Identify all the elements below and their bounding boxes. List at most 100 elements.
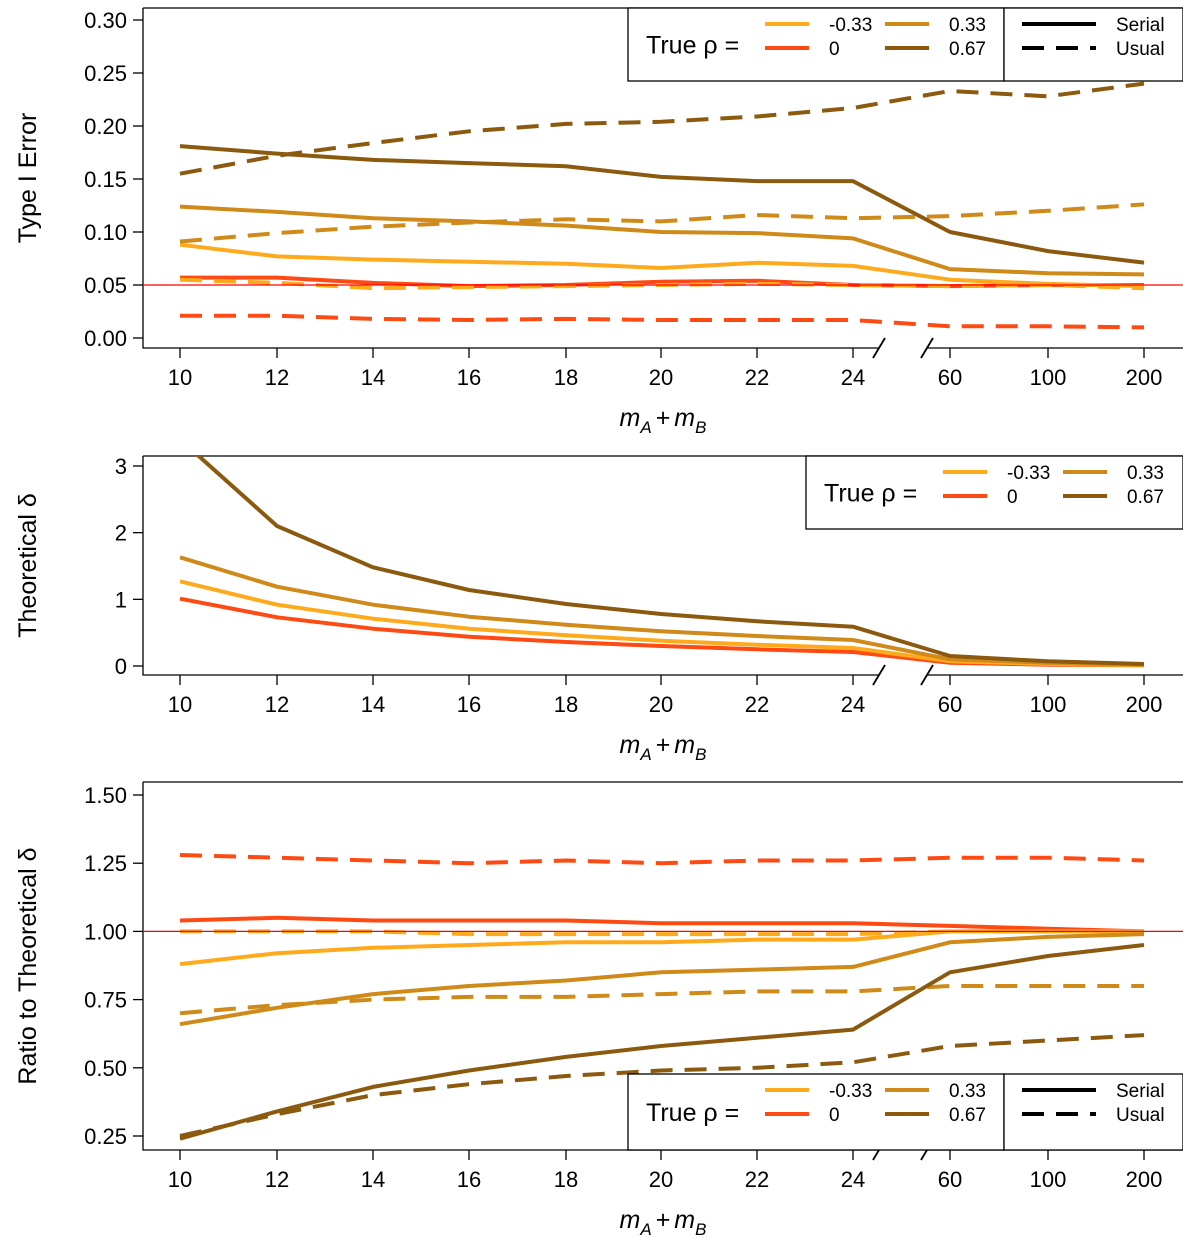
y-tick-label: 1.00 [84, 919, 127, 944]
legend-label: Serial [1116, 1081, 1165, 1102]
series-line-rho-067 [195, 456, 1145, 666]
x-tick-label: 24 [841, 692, 865, 717]
series-line-rho-0-serial [179, 242, 1145, 289]
y-tick-label: 0.50 [84, 1056, 127, 1081]
x-axis-label-base: m [674, 1206, 695, 1234]
series-line-rho-033-serial [179, 204, 1145, 277]
y-tick-label: 0 [115, 654, 127, 679]
axis-break-mark [920, 337, 934, 359]
x-tick-label: 10 [168, 692, 192, 717]
y-axis-label: Ratio to Theoretical δ [14, 847, 42, 1084]
x-tick-label: 60 [938, 1167, 962, 1192]
legend-label: Usual [1116, 1105, 1165, 1126]
y-tick-label: 0.10 [84, 220, 127, 245]
legend-label: 0.33 [1127, 463, 1164, 484]
x-tick-label: 100 [1030, 365, 1067, 390]
x-tick-label: 20 [649, 365, 673, 390]
x-tick-label: 24 [841, 365, 865, 390]
x-tick-label: 20 [649, 1167, 673, 1192]
legend-box [1003, 7, 1183, 82]
x-axis-label-base: m [620, 731, 641, 759]
y-tick-label: 0.30 [84, 8, 127, 33]
x-tick-label: 18 [554, 692, 578, 717]
x-tick-label: 10 [168, 1167, 192, 1192]
y-tick-label: 3 [115, 454, 127, 479]
x-axis-label-sub: B [695, 418, 706, 437]
legend-label: -0.33 [1007, 463, 1050, 484]
legend-label: 0.33 [949, 1081, 986, 1102]
x-tick-label: 200 [1126, 692, 1163, 717]
y-tick-label: 0.75 [84, 988, 127, 1013]
x-axis-label-sub: A [639, 418, 651, 437]
x-tick-label: 60 [938, 365, 962, 390]
legend-box [627, 1073, 1005, 1151]
x-tick-label: 22 [745, 1167, 769, 1192]
legend-box [805, 455, 1183, 530]
x-axis-label-base: m [620, 1206, 641, 1234]
y-tick-label: 1.50 [84, 783, 127, 808]
x-axis-label-base: m [674, 404, 695, 432]
legend-title: True ρ = [646, 32, 739, 60]
x-axis-label-operator: + [656, 731, 671, 759]
series-line-rho-033-usual [179, 202, 1145, 244]
legend-label: Usual [1116, 39, 1165, 60]
axis-break-mark [872, 664, 886, 686]
x-tick-label: 16 [457, 1167, 481, 1192]
x-tick-label: 14 [361, 1167, 385, 1192]
legend-rho: True ρ = -0.33 0 0.33 0.67 [627, 1073, 1005, 1151]
x-tick-label: 16 [457, 365, 481, 390]
y-tick-label: 1 [115, 587, 127, 612]
series-line-rho-033 [179, 555, 1145, 667]
x-tick-label: 22 [745, 365, 769, 390]
x-tick-label: 12 [265, 692, 289, 717]
x-axis-label: mA + mB [620, 731, 707, 764]
series-line-rho-033-serial [179, 932, 1145, 1027]
axis-break-mark [920, 664, 934, 686]
series-line-rho-neg033-serial [179, 915, 1145, 934]
x-tick-label: 16 [457, 692, 481, 717]
legend-label: 0 [829, 1105, 840, 1126]
axis-break-mark [872, 337, 886, 359]
chart-panel-3: 0.25 0.50 0.75 1.00 1.25 1.50 10 12 14 16 18 20 22 24… [14, 781, 1183, 1237]
y-tick-label: 0.05 [84, 273, 127, 298]
legend-label: 0.67 [949, 1105, 986, 1126]
y-tick-label: 0.25 [84, 1124, 127, 1149]
x-tick-label: 22 [745, 692, 769, 717]
x-tick-label: 24 [841, 1167, 865, 1192]
x-axis-label: mA + mB [620, 1206, 707, 1237]
legend-box [627, 7, 1005, 82]
x-tick-label: 100 [1030, 1167, 1067, 1192]
legend-linetype: Serial Usual [1003, 1073, 1183, 1151]
legend-title: True ρ = [824, 480, 917, 508]
x-axis-label-operator: + [656, 1206, 671, 1234]
legend-linetype: Serial Usual [1003, 7, 1183, 82]
y-tick-label: 2 [115, 521, 127, 546]
x-tick-label: 14 [361, 692, 385, 717]
legend-title: True ρ = [646, 1099, 739, 1127]
y-tick-label: 0.20 [84, 114, 127, 139]
series-line-rho-0-serial [179, 929, 1144, 967]
chart-panel-1: 0.00 0.05 0.10 0.15 0.20 0.25 0.30 10 12 14 16 18 20… [14, 7, 1183, 437]
series-line-rho-033-usual [179, 984, 1144, 1016]
x-axis-label-base: m [674, 731, 695, 759]
legend-rho: True ρ = -0.33 0 0.33 0.67 [805, 455, 1183, 530]
x-axis-label-sub: A [639, 1220, 651, 1237]
series-group [179, 456, 1145, 668]
legend-label: Serial [1116, 15, 1165, 36]
x-tick-label: 14 [361, 365, 385, 390]
x-tick-label: 200 [1126, 365, 1163, 390]
x-tick-label: 100 [1030, 692, 1067, 717]
legend-label: 0.67 [1127, 487, 1164, 508]
legend-label: 0.67 [949, 39, 986, 60]
x-tick-label: 12 [265, 365, 289, 390]
x-tick-label: 18 [554, 1167, 578, 1192]
y-axis-label: Type I Error [14, 113, 42, 244]
x-tick-label: 10 [168, 365, 192, 390]
series-line-rho-067-serial [179, 144, 1145, 265]
legend-rho: True ρ = -0.33 0 0.33 0.67 [627, 7, 1005, 82]
x-axis-label-sub: B [695, 1220, 706, 1237]
y-tick-label: 0.15 [84, 167, 127, 192]
x-axis-label: mA + mB [620, 404, 707, 437]
